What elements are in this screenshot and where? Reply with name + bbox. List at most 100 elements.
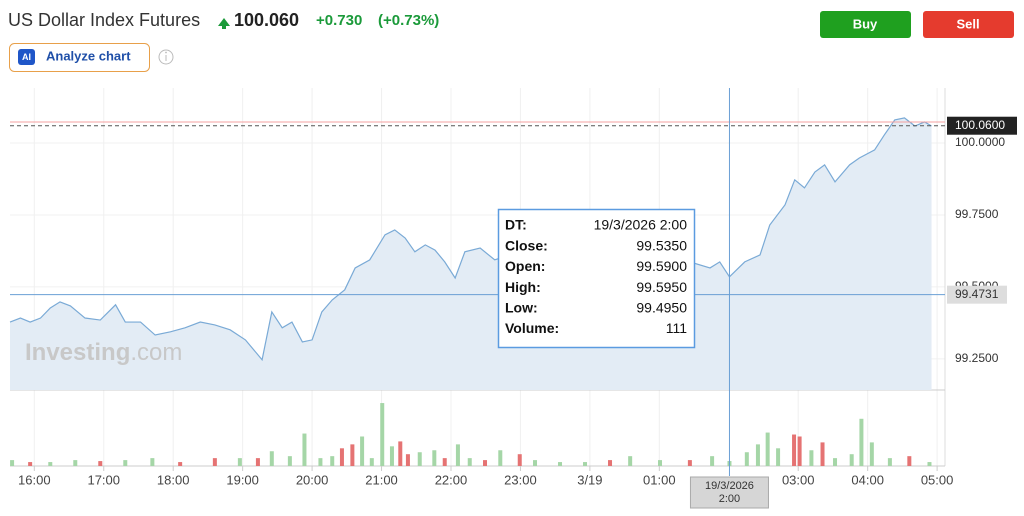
- volume-bar: [442, 458, 447, 466]
- price-area: [10, 117, 932, 391]
- volume-bar: [455, 444, 460, 466]
- volume-bar: [318, 458, 323, 466]
- volume-bar: [212, 458, 217, 466]
- x-tick-label: 01:00: [643, 472, 676, 487]
- volume-bar: [887, 458, 892, 466]
- price: 100.060: [234, 10, 299, 30]
- watermark-main: Investing: [25, 339, 130, 366]
- up-arrow: [218, 18, 230, 29]
- tooltip-key: Low:: [505, 300, 538, 316]
- x-tick-label: 3/19: [577, 472, 602, 487]
- volume-bar: [859, 418, 864, 466]
- volume-bar: [658, 460, 663, 466]
- volume-bar: [339, 448, 344, 466]
- volume-bar: [237, 458, 242, 466]
- tooltip-key: Close:: [505, 237, 548, 253]
- volume-bar: [820, 442, 825, 466]
- tooltip-value: 19/3/2026 2:00: [594, 217, 688, 233]
- volume-bar: [10, 460, 15, 466]
- crosshair-x-label: 2:00: [719, 493, 740, 505]
- volume-bar: [380, 403, 385, 466]
- volume-bar: [405, 454, 410, 466]
- volume-bar: [360, 436, 365, 466]
- x-tick-label: 23:00: [504, 472, 537, 487]
- volume-bar: [48, 462, 53, 466]
- volume-bar: [417, 452, 422, 466]
- volume-bar: [73, 460, 78, 466]
- x-tick-label: 05:00: [921, 472, 954, 487]
- volume-bar: [792, 434, 797, 466]
- x-tick-label: 16:00: [18, 472, 51, 487]
- info-icon[interactable]: [158, 49, 174, 65]
- volume-bar: [98, 461, 103, 466]
- volume-bar: [927, 462, 932, 466]
- volume-bar: [809, 450, 814, 466]
- sell-button[interactable]: [923, 11, 1014, 38]
- volume-bar: [833, 458, 838, 466]
- tooltip-value: 99.5950: [636, 279, 687, 295]
- tooltip-key: Volume:: [505, 320, 559, 336]
- volume-bar: [302, 433, 307, 466]
- last-price-label: 100.0600: [955, 118, 1005, 132]
- buy-button[interactable]: [820, 11, 911, 38]
- change-pct: (+0.73%): [378, 12, 439, 29]
- info-icon-dot: [165, 51, 167, 54]
- watermark: Investing.com: [25, 339, 182, 366]
- tooltip-key: DT:: [505, 217, 527, 233]
- volume-bar: [558, 462, 563, 466]
- crosshair-y-label: 99.4731: [955, 287, 999, 301]
- volume-bar: [583, 462, 588, 466]
- crosshair-x-label: 19/3/2026: [705, 480, 754, 492]
- tooltip-value: 111: [666, 320, 687, 336]
- volume-bar: [744, 452, 749, 466]
- plot: 16:00 17:00 18:00 19:00 20:00 21:00 22:00 23:00…: [9, 88, 1005, 487]
- analyze-label[interactable]: Analyze chart: [46, 48, 131, 63]
- crosshair-y-box: [947, 285, 1007, 304]
- volume-bar: [255, 458, 260, 466]
- volume-bar: [517, 454, 522, 466]
- volume-bar: [608, 460, 613, 466]
- volume-bar: [350, 444, 355, 466]
- ai-icon[interactable]: [18, 49, 35, 65]
- volume-bar: [287, 456, 292, 466]
- tooltip-key: Open:: [505, 258, 545, 274]
- volume-bar: [849, 454, 854, 466]
- x-tick-label: 20:00: [296, 472, 329, 487]
- change: +0.730: [316, 12, 362, 29]
- price-line: [9, 117, 932, 362]
- x-tick-label: 04:00: [851, 472, 884, 487]
- volume-bar: [687, 460, 692, 466]
- sell-label[interactable]: Sell: [956, 16, 979, 31]
- tooltip-value: 99.4950: [636, 300, 687, 316]
- crosshair-x-box: [689, 476, 769, 509]
- x-tick-label: 22:00: [435, 472, 468, 487]
- buy-label[interactable]: Buy: [853, 16, 878, 31]
- volume-bar: [710, 456, 715, 466]
- tooltip: [497, 208, 696, 349]
- y-tick-label: 100.0000: [955, 135, 1005, 149]
- watermark-suffix: .com: [130, 339, 182, 366]
- ai-icon-text[interactable]: AI: [22, 52, 31, 62]
- volume-bar: [269, 451, 274, 466]
- x-tick-label: 18:00: [157, 472, 190, 487]
- y-tick-label: 99.2500: [955, 351, 999, 365]
- volume-bar: [765, 432, 770, 466]
- y-tick-label: 99.7500: [955, 207, 999, 221]
- tooltip-value: 99.5900: [636, 258, 687, 274]
- tooltip-key: High:: [505, 279, 541, 295]
- volume-bar: [907, 456, 912, 466]
- volume-bar: [389, 446, 394, 466]
- last-price-box: [947, 116, 1017, 135]
- volume-bar: [776, 448, 781, 466]
- volume-bar: [797, 436, 802, 466]
- volume-bar: [498, 450, 503, 466]
- volume-bar: [398, 441, 403, 466]
- volume-bar: [369, 458, 374, 466]
- analyze-button[interactable]: [9, 43, 150, 72]
- x-tick-label: 17:00: [87, 472, 120, 487]
- volume-bar: [330, 456, 335, 466]
- volume-bar: [432, 450, 437, 466]
- volume-bar: [28, 462, 33, 466]
